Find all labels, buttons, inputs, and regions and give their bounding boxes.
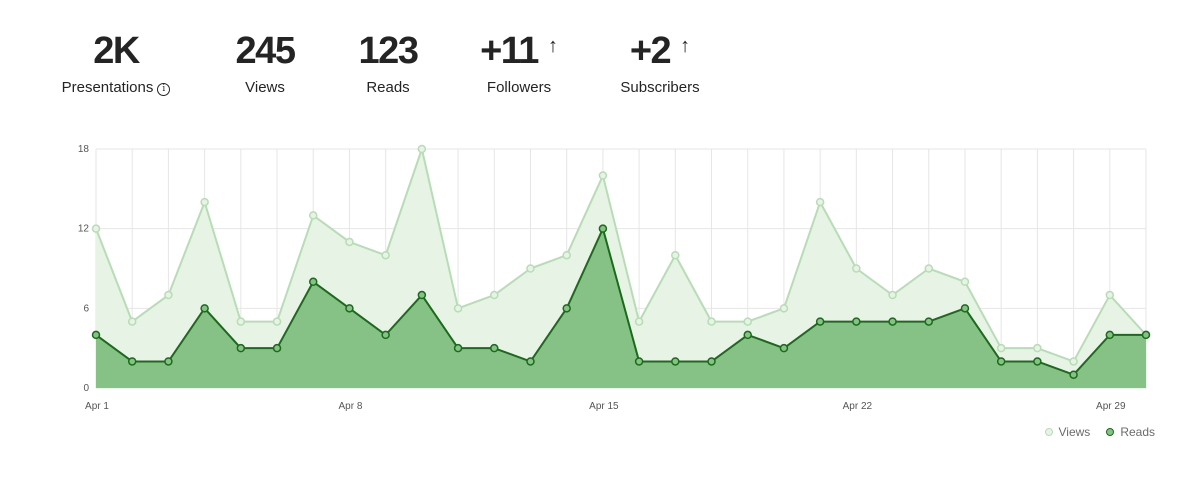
reads-point — [852, 317, 861, 326]
reads-point — [490, 343, 499, 353]
stat-value: +11 — [480, 30, 539, 72]
reads-point — [779, 343, 789, 353]
stat-value: 123 — [358, 30, 419, 72]
views-point — [815, 197, 825, 207]
stat-value: 2K — [93, 30, 140, 72]
reads-point — [1105, 330, 1115, 340]
reads-point — [1069, 370, 1078, 379]
chart-legend: Views Reads — [1044, 425, 1155, 439]
reads-point — [526, 357, 535, 366]
views-point — [1033, 343, 1042, 353]
stat-value: 245 — [235, 30, 296, 72]
reads-point — [127, 357, 137, 366]
y-tick-label: 18 — [78, 144, 90, 155]
stat-reads: 123 Reads — [338, 28, 438, 97]
reads-point — [707, 357, 716, 366]
views-swatch-icon — [1044, 428, 1053, 436]
reads-point — [815, 317, 825, 326]
x-tick-label: Apr 22 — [843, 401, 873, 412]
views-point — [417, 144, 427, 154]
views-point — [562, 250, 571, 260]
reads-point — [236, 343, 246, 353]
views-point — [779, 304, 789, 313]
views-point — [598, 171, 608, 180]
x-tick-label: Apr 8 — [338, 401, 362, 412]
reads-point — [200, 304, 209, 313]
stat-subscribers: +2 ↑ Subscribers — [605, 28, 715, 97]
reads-point — [960, 304, 970, 313]
reads-point — [308, 277, 318, 287]
legend-item-reads[interactable]: Reads — [1106, 425, 1155, 439]
x-tick-label: Apr 29 — [1096, 401, 1126, 412]
x-tick-label: Apr 15 — [589, 401, 619, 412]
reads-point — [743, 330, 752, 340]
reads-point — [888, 317, 897, 326]
stat-presentations: 2K Presentations i — [52, 28, 180, 97]
reads-point — [381, 330, 390, 340]
stat-label: Reads — [366, 79, 410, 96]
reads-point — [671, 357, 680, 366]
views-line — [95, 148, 1147, 363]
views-point — [200, 197, 209, 207]
views-point — [164, 290, 173, 300]
views-point — [634, 317, 644, 326]
legend-label: Views — [1058, 425, 1091, 439]
legend-item-views[interactable]: Views — [1044, 425, 1091, 439]
reads-area — [96, 228, 1146, 388]
stat-label: Followers — [486, 79, 552, 96]
views-point — [490, 290, 499, 300]
reads-point — [634, 357, 644, 366]
views-point — [1105, 290, 1115, 300]
views-point — [127, 317, 137, 326]
reads-point — [562, 304, 571, 313]
views-point — [345, 237, 354, 247]
reads-swatch-icon — [1106, 428, 1115, 436]
views-point — [852, 264, 861, 273]
info-icon[interactable]: i — [157, 82, 171, 96]
stat-label: Views — [245, 79, 285, 96]
views-point — [526, 264, 535, 273]
views-point — [707, 317, 716, 326]
reads-point — [345, 304, 354, 313]
views-point — [272, 317, 282, 326]
stat-value: +2 — [629, 30, 672, 72]
reads-point — [272, 343, 282, 353]
stat-label: Presentations — [61, 79, 154, 96]
views-point — [1069, 357, 1078, 366]
views-point — [308, 211, 318, 220]
views-point — [453, 304, 463, 313]
stat-views: 245 Views — [215, 28, 315, 97]
views-point — [381, 250, 390, 260]
reads-point — [996, 357, 1006, 366]
reads-point — [598, 224, 608, 233]
reads-point — [453, 343, 463, 353]
stat-label: Subscribers — [620, 79, 700, 96]
legend-label: Reads — [1120, 425, 1155, 439]
views-point — [236, 317, 246, 326]
reads-point — [1141, 330, 1151, 340]
x-tick-label: Apr 1 — [85, 401, 109, 412]
y-tick-label: 12 — [78, 224, 90, 235]
views-point — [924, 264, 934, 273]
arrow-up-icon: ↑ — [547, 35, 558, 57]
reads-point — [417, 290, 427, 300]
views-point — [960, 277, 970, 287]
stat-followers: +11 ↑ Followers — [469, 28, 569, 97]
y-tick-label: 0 — [83, 383, 89, 394]
reads-point — [1033, 357, 1042, 366]
reads-point — [924, 317, 934, 326]
y-tick-label: 6 — [83, 303, 89, 314]
reads-line — [95, 227, 1146, 376]
reads-point — [164, 357, 173, 366]
views-point — [743, 317, 752, 326]
reads-point — [91, 330, 101, 340]
views-point — [91, 224, 101, 233]
views-point — [888, 290, 897, 300]
views-point — [671, 250, 680, 260]
arrow-up-icon: ↑ — [680, 35, 691, 57]
views-point — [996, 343, 1006, 353]
